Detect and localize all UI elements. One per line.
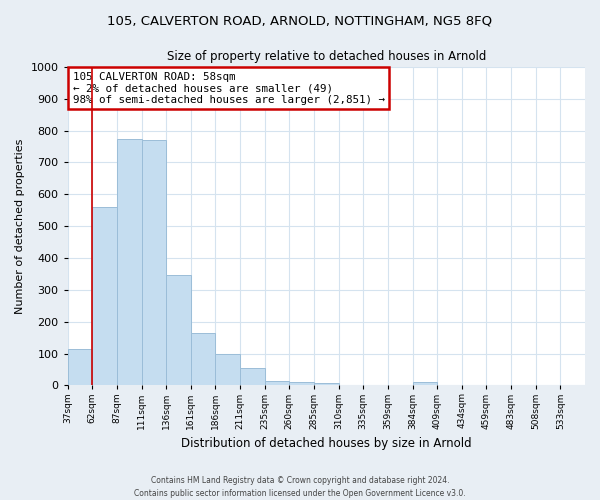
- Bar: [166, 274, 191, 386]
- X-axis label: Distribution of detached houses by size in Arnold: Distribution of detached houses by size …: [181, 437, 472, 450]
- Text: 105, CALVERTON ROAD, ARNOLD, NOTTINGHAM, NG5 8FQ: 105, CALVERTON ROAD, ARNOLD, NOTTINGHAM,…: [107, 15, 493, 28]
- Y-axis label: Number of detached properties: Number of detached properties: [15, 138, 25, 314]
- Bar: [240, 368, 265, 386]
- Bar: [289, 382, 314, 386]
- Title: Size of property relative to detached houses in Arnold: Size of property relative to detached ho…: [167, 50, 486, 63]
- Bar: [413, 382, 437, 386]
- Bar: [68, 348, 92, 386]
- Bar: [191, 333, 215, 386]
- Bar: [92, 207, 117, 386]
- Bar: [117, 138, 142, 386]
- Bar: [142, 140, 166, 386]
- Text: Contains HM Land Registry data © Crown copyright and database right 2024.
Contai: Contains HM Land Registry data © Crown c…: [134, 476, 466, 498]
- Bar: [265, 380, 289, 386]
- Bar: [314, 383, 338, 386]
- Bar: [215, 354, 240, 386]
- Text: 105 CALVERTON ROAD: 58sqm
← 2% of detached houses are smaller (49)
98% of semi-d: 105 CALVERTON ROAD: 58sqm ← 2% of detach…: [73, 72, 385, 105]
